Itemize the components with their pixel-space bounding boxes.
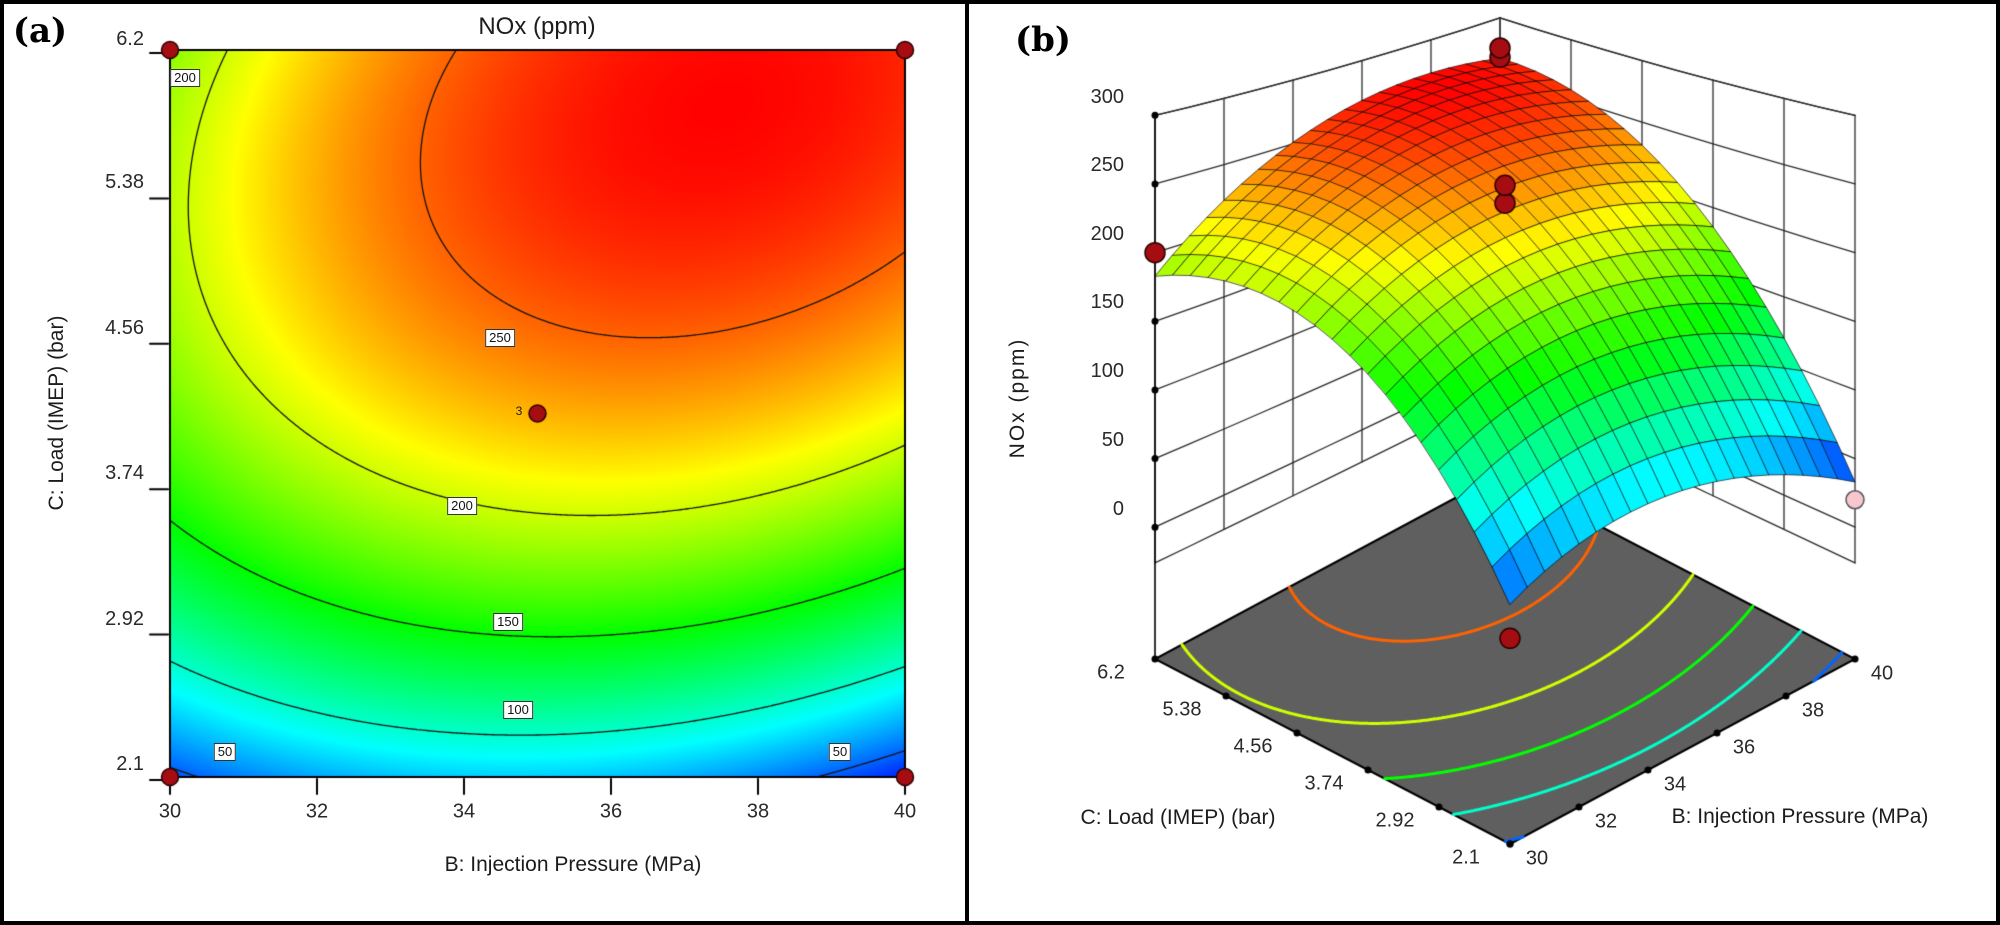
a-xtick-38: 38: [746, 800, 770, 823]
contour-x-axis-title: B: Injection Pressure (MPa): [444, 853, 702, 876]
b-btick-34: 34: [1663, 773, 1687, 796]
b-btick-30: 30: [1525, 847, 1549, 870]
panel-divider: [965, 0, 969, 925]
b-btick-32: 32: [1594, 810, 1618, 833]
a-xtick-36: 36: [599, 800, 623, 823]
a-ytick-2.92: 2.92: [105, 608, 144, 630]
b-ctick-5.38: 5.38: [1162, 698, 1202, 721]
b-ctick-3.74: 3.74: [1304, 772, 1344, 795]
a-xtick-40: 40: [893, 800, 917, 823]
b-ctick-4.56: 4.56: [1233, 735, 1273, 758]
b-ctick-6.2: 6.2: [1097, 661, 1125, 684]
b-ztick-250: 250: [1090, 154, 1124, 176]
a-xtick-30: 30: [158, 800, 182, 823]
surface-z-axis-title: NOx (ppm): [1006, 337, 1029, 459]
b-ctick-2.92: 2.92: [1375, 809, 1415, 832]
contour-label-100: 100: [503, 701, 533, 719]
b-ztick-100: 100: [1090, 360, 1124, 382]
contour-label-50-left: 50: [213, 743, 237, 761]
contour-label-250: 250: [485, 329, 515, 347]
a-xtick-34: 34: [452, 800, 476, 823]
a-ytick-5.38: 5.38: [105, 171, 144, 193]
a-xtick-32: 32: [305, 800, 329, 823]
a-ytick-4.56: 4.56: [105, 317, 144, 339]
b-ctick-2.1: 2.1: [1452, 846, 1480, 869]
b-ztick-0: 0: [1112, 498, 1124, 520]
b-btick-38: 38: [1801, 699, 1825, 722]
contour-label-200-upper: 200: [170, 69, 200, 87]
contour-label-200: 200: [447, 497, 477, 515]
b-btick-36: 36: [1732, 736, 1756, 759]
a-ytick-3.74: 3.74: [105, 462, 144, 484]
b-ztick-300: 300: [1090, 86, 1124, 108]
panel-a-letter: (a): [12, 11, 68, 51]
b-ztick-50: 50: [1101, 429, 1124, 451]
contour-label-50-right: 50: [828, 743, 852, 761]
b-btick-40: 40: [1870, 662, 1894, 685]
surface-b-axis-title: B: Injection Pressure (MPa): [1671, 805, 1929, 828]
panel-b-letter: (b): [1015, 20, 1071, 60]
center-point-count: 3: [515, 404, 523, 418]
b-ztick-150: 150: [1090, 291, 1124, 313]
b-ztick-200: 200: [1090, 223, 1124, 245]
contour-label-150: 150: [493, 613, 523, 631]
contour-title: NOx (ppm): [478, 13, 596, 40]
surface-c-axis-title: C: Load (IMEP) (bar): [1080, 806, 1276, 829]
a-ytick-6.2: 6.2: [116, 28, 144, 50]
a-ytick-2.1: 2.1: [116, 753, 144, 775]
